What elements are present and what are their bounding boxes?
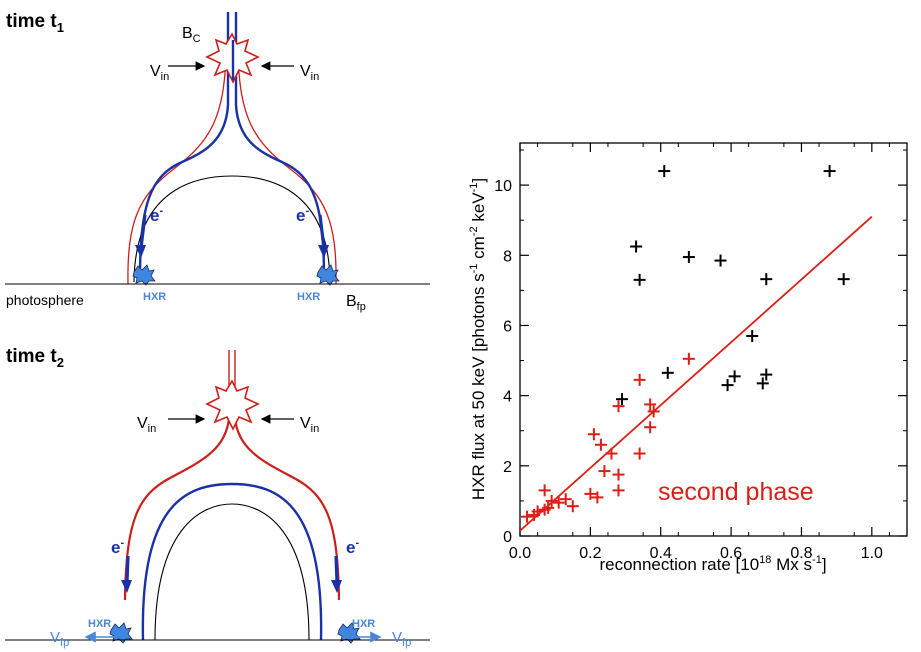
data-point-red: [644, 398, 657, 411]
data-point-red: [682, 352, 695, 365]
data-point-black: [630, 240, 643, 253]
data-point-black: [728, 370, 741, 383]
data-point-black: [633, 273, 646, 286]
hxr-source-right-2: [337, 622, 361, 644]
scatter-plot: 0.0 0.2 0.4 0.6 0.8 1.0 0 2 4 6 8 10 reconnection r…: [468, 142, 908, 574]
data-point-black: [721, 379, 734, 392]
y-tick-label: 2: [503, 459, 512, 476]
panel1-title: time t1: [6, 11, 64, 35]
data-point-red: [612, 400, 625, 413]
y-axis-label: HXR flux at 50 keV [photons s-1 cm-2 keV…: [468, 178, 488, 500]
y-tick-label: 6: [503, 318, 512, 335]
hxr-label-right-1: HXR: [297, 291, 320, 303]
hxr-source-left-1: [132, 264, 156, 286]
data-point-red: [633, 373, 646, 386]
data-point-black: [837, 273, 850, 286]
vin-left-label-2: Vin: [137, 415, 156, 435]
data-point-black: [661, 366, 674, 379]
data-point-black: [823, 165, 836, 178]
data-point-black: [746, 329, 759, 342]
y-tick-label: 8: [503, 248, 512, 265]
data-point-red: [538, 503, 551, 516]
panel-time-t1: time t1 BC Vin Vin e- e- photosphere HXR…: [5, 11, 430, 313]
vfp-left-label: Vfp: [50, 629, 69, 649]
blue-loop-2: [141, 482, 323, 641]
x-tick-label: 1.0: [861, 545, 883, 562]
data-point-red: [612, 484, 625, 497]
data-point-black: [682, 251, 695, 264]
hxr-source-right-1: [316, 264, 340, 286]
outer-field-line-left: [127, 54, 227, 285]
electron-left-label-2: e-: [111, 537, 124, 557]
data-point-black: [714, 254, 727, 267]
electron-right-arrow: [318, 214, 326, 249]
data-point-red: [605, 447, 618, 460]
x-tick-label: 0.2: [579, 545, 601, 562]
data-point-red: [587, 428, 600, 441]
x-tick-label: 0.6: [720, 545, 742, 562]
axis-tick-labels: 0.0 0.2 0.4 0.6 0.8 1.0 0 2 4 6 8 10: [494, 178, 883, 562]
y-tick-label: 10: [494, 178, 512, 195]
photosphere-label: photosphere: [6, 292, 84, 308]
electron-right-arrow-2: [334, 555, 339, 584]
electron-left-label: e-: [150, 205, 163, 225]
bc-label: BC: [182, 25, 201, 45]
data-point-red: [594, 438, 607, 451]
data-point-black: [756, 377, 769, 390]
inner-loop: [133, 175, 331, 283]
x-tick-label: 0.0: [509, 545, 531, 562]
data-point-red: [538, 484, 551, 497]
data-point-red: [591, 491, 604, 504]
data-point-red: [545, 494, 558, 507]
outer-field-line-right: [237, 54, 337, 285]
x-tick-label: 0.8: [790, 545, 812, 562]
red-field-line-loop: [123, 417, 341, 601]
data-point-red: [598, 465, 611, 478]
data-point-red: [647, 405, 660, 418]
reconnection-star-2: [205, 379, 260, 431]
electron-left-arrow-2: [125, 555, 130, 584]
data-point-black: [760, 368, 773, 381]
data-point-black: [760, 273, 773, 286]
data-point-red: [584, 487, 597, 500]
electron-right-label-2: e-: [346, 537, 359, 557]
fit-line: [519, 216, 873, 532]
x-axis-label: reconnection rate [1018 Mx s-1]: [599, 554, 826, 574]
vin-left-label: Vin: [150, 63, 169, 83]
axis-ticks: [519, 143, 907, 537]
inner-loop-2: [154, 503, 310, 641]
vin-right-label: Vin: [300, 63, 319, 83]
y-tick-label: 0: [503, 529, 512, 546]
panel2-title: time t2: [6, 346, 64, 370]
data-point-black: [658, 165, 671, 178]
electron-right-label: e-: [296, 205, 309, 225]
y-tick-label: 4: [503, 389, 512, 406]
data-point-red: [552, 496, 565, 509]
second-phase-annotation: second phase: [658, 478, 814, 506]
data-points: [521, 165, 850, 523]
hxr-label-left-1: HXR: [143, 291, 166, 303]
vin-right-label-2: Vin: [300, 415, 319, 435]
data-point-red: [644, 421, 657, 434]
hxr-label-left-2: HXR: [88, 618, 111, 630]
panel-time-t2: time t2 Vin Vin e- e- HXR Vfp HXR Vfp: [5, 346, 430, 649]
data-point-red: [521, 510, 534, 523]
data-point-black: [616, 393, 629, 406]
electron-left-arrow: [139, 214, 147, 249]
hxr-label-right-2: HXR: [352, 618, 375, 630]
bfp-label: Bfp: [346, 293, 366, 313]
data-point-red: [612, 468, 625, 481]
data-point-red: [559, 493, 572, 506]
x-tick-label: 0.4: [650, 545, 672, 562]
vfp-right-label: Vfp: [392, 629, 411, 649]
blue-field-line-loop: [138, 104, 326, 279]
data-point-red: [566, 500, 579, 513]
data-point-red: [528, 508, 541, 521]
data-point-red: [633, 447, 646, 460]
